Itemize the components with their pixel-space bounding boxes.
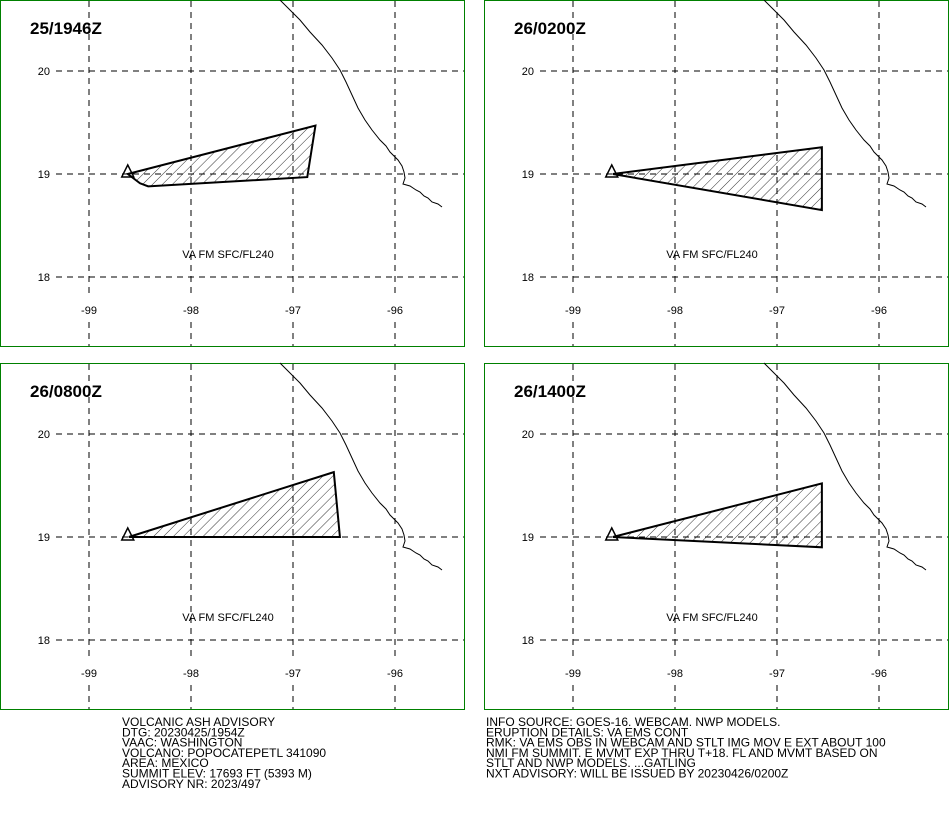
panel-time: 25/1946Z (30, 19, 102, 38)
ash-cloud (612, 146, 823, 212)
lon-tick-label: -99 (81, 668, 97, 680)
panel-border (0, 363, 465, 710)
coastline (279, 362, 443, 571)
lon-tick-label: -98 (667, 305, 683, 317)
lon-tick-label: -97 (285, 668, 301, 680)
lon-tick-label: -96 (387, 668, 403, 680)
volcano-symbol (604, 163, 619, 178)
advisory-line: STLT AND NWP MODELS. ...GATLING (486, 756, 696, 770)
altitude-label: VA FM SFC/FL240 (182, 249, 274, 261)
altitude-label: VA FM SFC/FL240 (666, 249, 758, 261)
ash-cloud (612, 482, 823, 549)
lon-tick-label: -96 (387, 305, 403, 317)
panel-border (484, 363, 949, 710)
lat-tick-label: 20 (522, 66, 534, 78)
advisory-line: VAAC: WASHINGTON (122, 736, 242, 750)
map-panel: 20 19 18 -99 -98 -97 -96 26/1400Z VA FM SFC/FL24… (484, 362, 949, 710)
ash-cloud (125, 124, 317, 188)
lat-tick-label: 19 (38, 532, 50, 544)
lon-tick-label: -97 (769, 305, 785, 317)
lon-tick-label: -97 (769, 668, 785, 680)
panel-time: 26/0800Z (30, 382, 102, 401)
advisory-line: NXT ADVISORY: WILL BE ISSUED BY 20230426… (486, 767, 788, 781)
lon-tick-label: -96 (871, 668, 887, 680)
lon-tick-label: -98 (183, 305, 199, 317)
lon-tick-label: -99 (565, 668, 581, 680)
map-panel: 20 19 18 -99 -98 -97 -96 26/0800Z VA FM SFC/FL24… (0, 362, 465, 710)
panel-border (484, 0, 949, 347)
advisory-line: SUMMIT ELEV: 17693 FT (5393 M) (122, 767, 312, 781)
lat-tick-label: 18 (38, 272, 50, 284)
map-panel: 20 19 18 -99 -98 -97 -96 25/1946Z VA FM SFC/FL24… (0, 0, 465, 347)
advisory-line: INFO SOURCE: GOES-16. WEBCAM. NWP MODELS… (486, 715, 781, 729)
lon-tick-label: -98 (183, 668, 199, 680)
lat-tick-label: 18 (38, 635, 50, 647)
lat-tick-label: 20 (38, 429, 50, 441)
altitude-label: VA FM SFC/FL240 (666, 612, 758, 624)
coastline (279, 0, 443, 208)
lon-tick-label: -96 (871, 305, 887, 317)
lon-tick-label: -97 (285, 305, 301, 317)
advisory-line: ERUPTION DETAILS: VA EMS CONT (486, 725, 689, 739)
lat-tick-label: 18 (522, 635, 534, 647)
panel-time: 26/1400Z (514, 382, 586, 401)
advisory-line: DTG: 20230425/1954Z (122, 725, 245, 739)
panel-time: 26/0200Z (514, 19, 586, 38)
advisory-line: AREA: MEXICO (122, 756, 209, 770)
panel-border (0, 0, 465, 347)
lat-tick-label: 19 (522, 169, 534, 181)
altitude-label: VA FM SFC/FL240 (182, 612, 274, 624)
lon-tick-label: -99 (81, 305, 97, 317)
volcano-symbol (120, 526, 135, 541)
volcano-symbol (120, 163, 135, 178)
volcano-symbol (604, 526, 619, 541)
coastline (763, 0, 927, 208)
lat-tick-label: 20 (38, 66, 50, 78)
lat-tick-label: 18 (522, 272, 534, 284)
coastline (763, 362, 927, 571)
advisory-line: NMI FM SUMMIT. E MVMT EXP THRU T+18. FL … (486, 746, 878, 760)
lon-tick-label: -99 (565, 305, 581, 317)
advisory-line: VOLCANIC ASH ADVISORY (122, 715, 275, 729)
advisory-line: VOLCANO: POPOCATEPETL 341090 (122, 746, 326, 760)
lat-tick-label: 19 (522, 532, 534, 544)
advisory-line: RMK: VA EMS OBS IN WEBCAM AND STLT IMG M… (486, 736, 886, 750)
ash-cloud (128, 470, 342, 538)
map-panel: 20 19 18 -99 -98 -97 -96 26/0200Z VA FM SFC/FL24… (484, 0, 949, 347)
advisory-line: ADVISORY NR: 2023/497 (122, 777, 261, 791)
lat-tick-label: 19 (38, 169, 50, 181)
lat-tick-label: 20 (522, 429, 534, 441)
lon-tick-label: -98 (667, 668, 683, 680)
